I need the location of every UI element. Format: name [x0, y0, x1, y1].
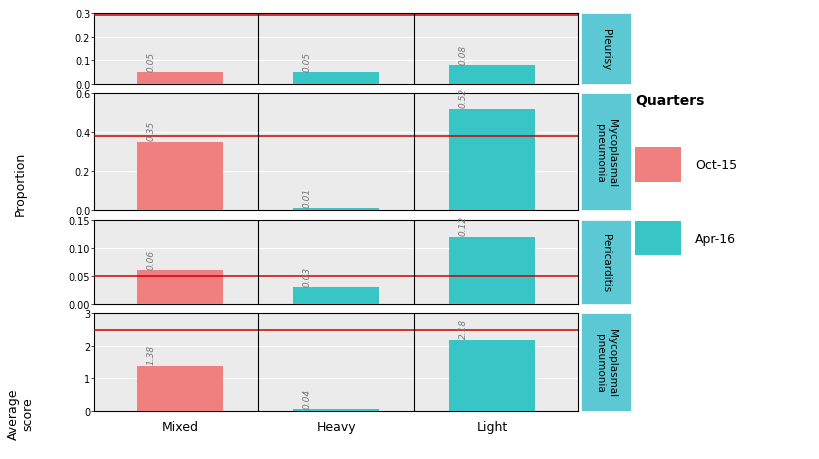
- Bar: [137, 143, 223, 211]
- Text: 0.12: 0.12: [458, 216, 467, 236]
- Bar: [449, 237, 535, 304]
- Bar: [137, 366, 223, 411]
- Bar: [137, 271, 223, 304]
- Text: Proportion: Proportion: [14, 151, 27, 216]
- Bar: [293, 73, 378, 85]
- Bar: [449, 340, 535, 411]
- Text: 0.05: 0.05: [302, 52, 311, 72]
- Text: 0.05: 0.05: [147, 52, 156, 72]
- Bar: [293, 409, 378, 411]
- Text: 2.18: 2.18: [458, 319, 467, 339]
- Text: Pleurisy: Pleurisy: [600, 29, 610, 70]
- Text: Pericarditis: Pericarditis: [600, 233, 610, 291]
- Text: Mycoplasmal
pneumonia: Mycoplasmal pneumonia: [595, 118, 616, 186]
- Text: 0.06: 0.06: [147, 249, 156, 269]
- Text: 0.08: 0.08: [458, 45, 467, 65]
- Bar: [293, 287, 378, 304]
- Bar: [449, 110, 535, 211]
- Text: 0.52: 0.52: [458, 88, 467, 108]
- Bar: [137, 73, 223, 85]
- Text: Quarters: Quarters: [635, 94, 704, 108]
- Bar: [449, 66, 535, 85]
- Text: Apr-16: Apr-16: [695, 232, 735, 245]
- Text: 1.38: 1.38: [147, 345, 156, 364]
- Text: Average
score: Average score: [7, 387, 34, 439]
- Text: 0.04: 0.04: [302, 388, 311, 408]
- Text: 0.01: 0.01: [302, 187, 311, 207]
- Text: 0.35: 0.35: [147, 121, 156, 141]
- Text: Mycoplasmal
pneumonia: Mycoplasmal pneumonia: [595, 328, 616, 396]
- Bar: [293, 209, 378, 211]
- Text: Oct-15: Oct-15: [695, 159, 736, 172]
- Text: 0.03: 0.03: [302, 266, 311, 286]
